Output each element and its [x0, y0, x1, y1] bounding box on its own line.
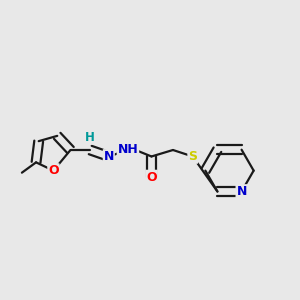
Text: N: N	[103, 150, 114, 163]
Text: O: O	[48, 164, 59, 177]
Text: O: O	[146, 171, 157, 184]
Text: N: N	[236, 185, 247, 198]
Text: S: S	[188, 150, 197, 163]
Text: H: H	[85, 131, 95, 144]
Text: NH: NH	[118, 143, 138, 156]
